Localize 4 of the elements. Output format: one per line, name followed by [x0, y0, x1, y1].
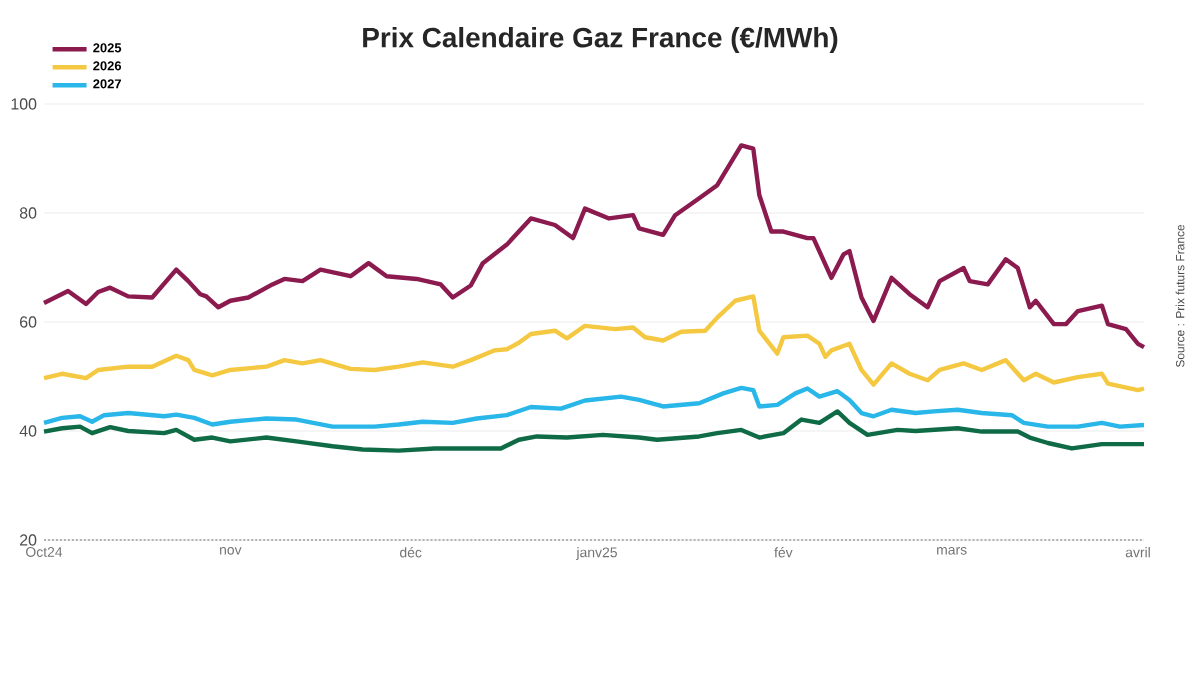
line-series [41, 385, 1147, 429]
line-series [41, 143, 1147, 350]
chart-title: Prix Calendaire Gaz France (€/MWh) [363, 26, 838, 53]
line-series [41, 294, 1147, 393]
